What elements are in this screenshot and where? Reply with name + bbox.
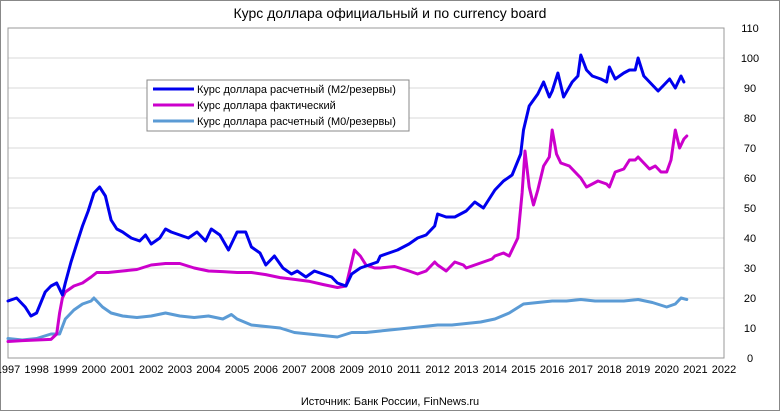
y-axis-ticks: 0 10 20 30 40 50 60 70 80 90 100 110 <box>741 23 759 365</box>
x-tick-label: 2008 <box>311 364 335 376</box>
y-tick-label: 50 <box>744 203 756 215</box>
x-tick-label: 2006 <box>254 364 278 376</box>
x-tick-label: 2007 <box>282 364 306 376</box>
y-tick-label: 0 <box>747 353 753 365</box>
x-tick-label: 2001 <box>110 364 134 376</box>
source-note: Источник: Банк России, FinNews.ru <box>301 396 479 408</box>
x-tick-label: 2016 <box>540 364 564 376</box>
x-tick-label: 2021 <box>683 364 707 376</box>
y-tick-label: 10 <box>744 323 756 335</box>
x-tick-label: 1997 <box>0 364 20 376</box>
y-tick-label: 30 <box>744 263 756 275</box>
legend-label-actual: Курс доллара фактический <box>197 100 336 112</box>
x-tick-label: 1999 <box>53 364 77 376</box>
legend: Курс доллара расчетный (М2/резервы) Курс… <box>146 79 410 132</box>
x-tick-label: 2004 <box>196 364 220 376</box>
y-tick-label: 110 <box>741 23 759 35</box>
y-tick-label: 80 <box>744 113 756 125</box>
x-tick-label: 2018 <box>597 364 621 376</box>
y-tick-label: 60 <box>744 173 756 185</box>
x-tick-label: 2015 <box>511 364 535 376</box>
x-tick-label: 2011 <box>397 364 421 376</box>
y-tick-label: 100 <box>741 53 759 65</box>
x-axis-ticks: 1997 1998 1999 2000 2001 2002 2003 2004 2005 2006… <box>0 364 736 376</box>
x-tick-label: 2014 <box>483 364 507 376</box>
y-tick-label: 20 <box>744 293 756 305</box>
x-tick-label: 2012 <box>425 364 449 376</box>
chart-title: Курс доллара официальный и по currency b… <box>234 5 547 21</box>
x-tick-label: 2022 <box>712 364 736 376</box>
legend-label-m0: Курс доллара расчетный (М0/резервы) <box>197 116 396 128</box>
x-tick-label: 2013 <box>454 364 478 376</box>
y-tick-label: 70 <box>744 143 756 155</box>
x-tick-label: 2000 <box>82 364 106 376</box>
x-tick-label: 2017 <box>569 364 593 376</box>
series-lines <box>6 53 689 343</box>
series-line-m2 <box>6 53 686 318</box>
x-tick-label: 2020 <box>654 364 678 376</box>
series-line-actual <box>6 128 689 343</box>
x-tick-label: 2010 <box>368 364 392 376</box>
x-tick-label: 2019 <box>626 364 650 376</box>
y-tick-label: 90 <box>744 83 756 95</box>
legend-label-m2: Курс доллара расчетный (М2/резервы) <box>197 84 396 96</box>
x-tick-label: 2003 <box>168 364 192 376</box>
x-tick-label: 2002 <box>139 364 163 376</box>
x-tick-label: 2005 <box>225 364 249 376</box>
x-tick-label: 2009 <box>339 364 363 376</box>
y-tick-label: 40 <box>744 233 756 245</box>
plot-area <box>7 27 725 359</box>
series-line-m0 <box>6 296 689 342</box>
x-tick-label: 1998 <box>24 364 48 376</box>
